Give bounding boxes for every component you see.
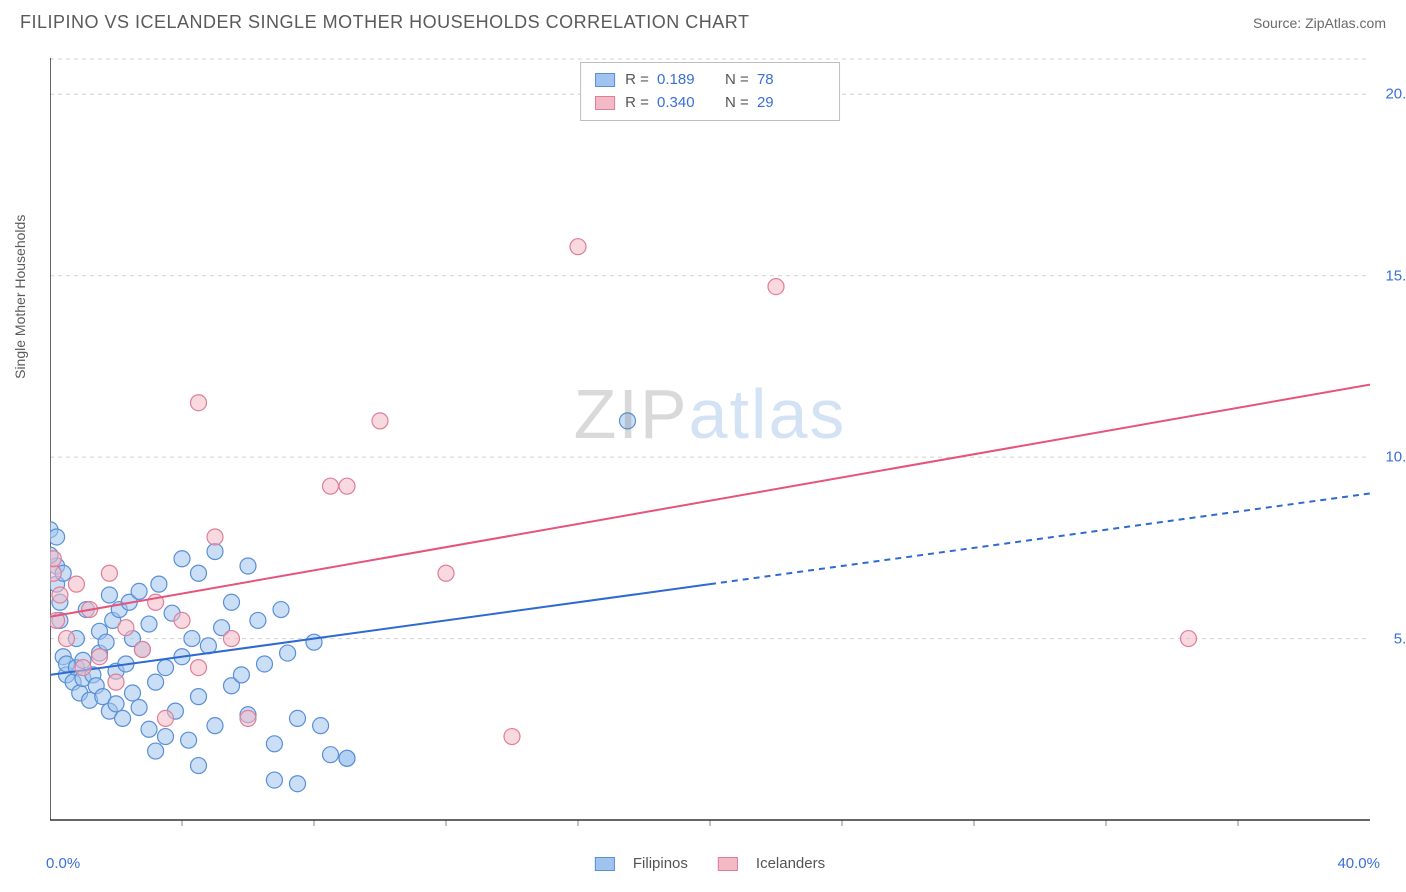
legend-row: R = 0.189 N = 78 [595,69,825,92]
y-tick: 10.0% [1385,449,1406,466]
legend-swatch [595,857,615,871]
legend-item: Icelanders [718,855,825,872]
header: FILIPINO VS ICELANDER SINGLE MOTHER HOUS… [0,0,1406,41]
series-legend: Filipinos Icelanders [595,855,825,872]
chart-title: FILIPINO VS ICELANDER SINGLE MOTHER HOUS… [20,12,749,33]
y-tick: 5.0% [1394,630,1406,647]
y-axis-label: Single Mother Households [12,215,28,379]
x-tick-min: 0.0% [46,855,80,872]
chart-area: Single Mother Households ZIPatlas R = 0.… [50,58,1370,848]
legend-item: Filipinos [595,855,688,872]
y-tick: 20.0% [1385,86,1406,103]
y-tick: 15.0% [1385,267,1406,284]
legend-swatch [595,96,615,110]
source-attribution: Source: ZipAtlas.com [1253,15,1386,31]
legend-swatch [718,857,738,871]
legend-swatch [595,73,615,87]
scatter-plot [50,58,1370,848]
correlation-legend: R = 0.189 N = 78 R = 0.340 N = 29 [580,62,840,121]
legend-row: R = 0.340 N = 29 [595,92,825,115]
x-tick-max: 40.0% [1337,855,1380,872]
